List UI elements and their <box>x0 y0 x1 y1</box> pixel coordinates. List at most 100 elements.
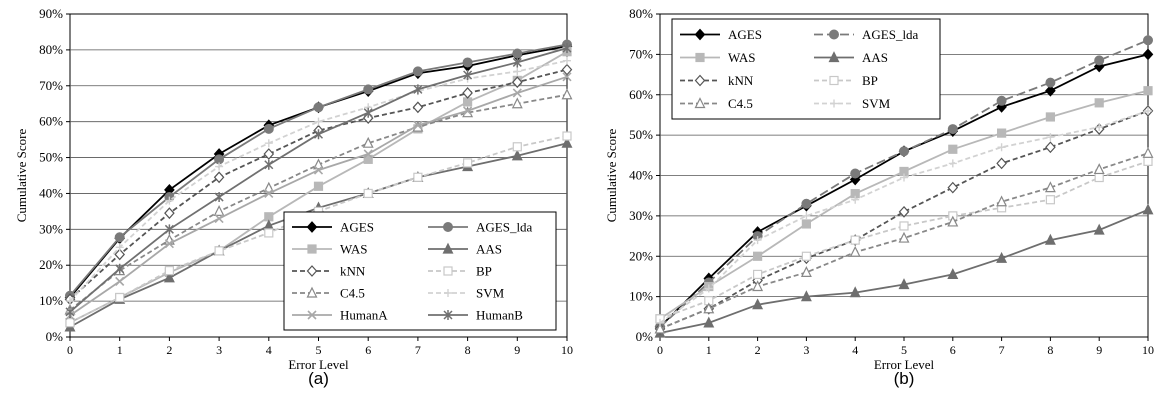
legend: AGES AGES_lda WAS AAS kNN BP C4.5 SVM <box>671 18 941 120</box>
data-point <box>561 136 573 148</box>
data-point <box>1093 223 1105 235</box>
y-tick-label: 20% <box>39 257 63 272</box>
data-point <box>363 188 373 199</box>
legend-label: BP <box>862 73 878 88</box>
data-point <box>1094 98 1104 108</box>
data-point <box>264 159 274 170</box>
x-tick-label: 5 <box>901 343 907 357</box>
data-point <box>362 136 374 148</box>
data-point <box>703 316 715 328</box>
data-point <box>313 102 324 113</box>
legend-label: AAS <box>476 242 502 257</box>
data-point <box>513 67 522 76</box>
legend-entry: kNN <box>680 73 754 88</box>
y-axis-label: Cumulative Score <box>14 129 29 223</box>
data-point <box>801 198 812 209</box>
data-point <box>656 318 664 327</box>
x-tick-label: 8 <box>465 343 471 357</box>
data-point <box>948 159 957 168</box>
legend-marker <box>443 266 453 276</box>
data-point <box>561 63 573 76</box>
data-point <box>849 286 861 298</box>
legend-marker <box>306 286 318 298</box>
data-point <box>1143 156 1153 166</box>
legend-box <box>283 211 557 331</box>
y-tick-label: 40% <box>39 185 63 200</box>
data-point <box>752 298 764 310</box>
data-point <box>1045 77 1056 88</box>
legend-entry: kNN <box>292 264 366 279</box>
data-point <box>213 171 225 184</box>
legend-marker <box>307 310 317 320</box>
data-point <box>114 232 125 243</box>
x-tick-label: 4 <box>266 343 272 357</box>
data-point <box>899 146 909 157</box>
data-point <box>752 251 763 261</box>
data-point <box>264 228 274 238</box>
data-point <box>1093 163 1105 175</box>
data-point <box>898 231 910 243</box>
x-tick-label: 5 <box>316 343 322 357</box>
y-tick-label: 70% <box>629 46 653 61</box>
legend-entry: BP <box>428 264 492 279</box>
y-tick-label: 10% <box>629 289 653 304</box>
data-point <box>947 268 959 280</box>
data-point <box>164 239 174 249</box>
data-point <box>900 173 908 182</box>
chart-panel-b: 0% 10% 20% 30% 40% 50% 60% 70% 80% 0 1 2 3 4 5 6 7 8 9 10 Er… <box>604 6 1154 388</box>
legend-label: HumanB <box>476 308 523 323</box>
legend-marker <box>829 29 839 40</box>
data-point <box>1142 146 1154 158</box>
data-point <box>66 297 74 306</box>
data-point <box>898 205 910 218</box>
legend-entry: AGES_lda <box>428 220 533 235</box>
legend-label: WAS <box>728 50 755 65</box>
data-point <box>462 87 473 99</box>
y-axis-label: Cumulative Score <box>604 129 619 223</box>
data-point <box>313 158 324 170</box>
legend-marker <box>694 74 706 87</box>
data-point <box>512 142 522 152</box>
data-point <box>115 263 125 274</box>
legend-entry: HumanA <box>292 308 388 323</box>
data-point <box>115 243 124 252</box>
chart-panel-a: 0% 10% 20% 30% 40% 50% 60% 70% 80% 90% 0 1 2 3 4 5 6 7 8 9 1… <box>14 6 573 388</box>
legend-label: SVM <box>862 96 891 111</box>
data-point <box>1142 203 1154 215</box>
data-point <box>363 154 373 164</box>
series-humana <box>65 72 572 321</box>
x-tick-label: 4 <box>852 343 858 357</box>
data-point <box>849 245 861 257</box>
legend-label: SVM <box>476 286 505 301</box>
legend-box <box>671 18 941 120</box>
legend-entry: SVM <box>428 286 505 301</box>
x-tick-label: 10 <box>1142 343 1154 357</box>
x-tick-label: 8 <box>1047 343 1053 357</box>
legend-entry: C4.5 <box>680 96 753 111</box>
legend-marker <box>830 99 838 108</box>
data-point <box>264 139 273 148</box>
data-point <box>654 322 666 334</box>
y-tick-label: 40% <box>629 168 653 183</box>
data-point <box>1045 141 1056 154</box>
data-point <box>753 236 762 245</box>
data-point <box>463 70 473 81</box>
legend-marker <box>443 310 453 320</box>
data-point <box>561 88 573 100</box>
legend-marker <box>307 244 317 254</box>
legend-entry: AGES_lda <box>814 27 919 42</box>
legend-entry: SVM <box>814 96 891 111</box>
data-point <box>115 292 125 303</box>
data-point <box>512 57 522 68</box>
data-point <box>1094 172 1104 183</box>
x-tick-label: 0 <box>657 343 663 357</box>
data-point <box>996 195 1008 207</box>
legend-marker <box>829 75 839 86</box>
y-tick-label: 50% <box>39 150 63 165</box>
data-point <box>562 72 572 82</box>
data-point <box>463 97 473 107</box>
legend-marker <box>828 51 840 63</box>
series-humanb <box>65 43 572 317</box>
x-tick-label: 6 <box>365 343 371 357</box>
data-point <box>462 57 473 68</box>
